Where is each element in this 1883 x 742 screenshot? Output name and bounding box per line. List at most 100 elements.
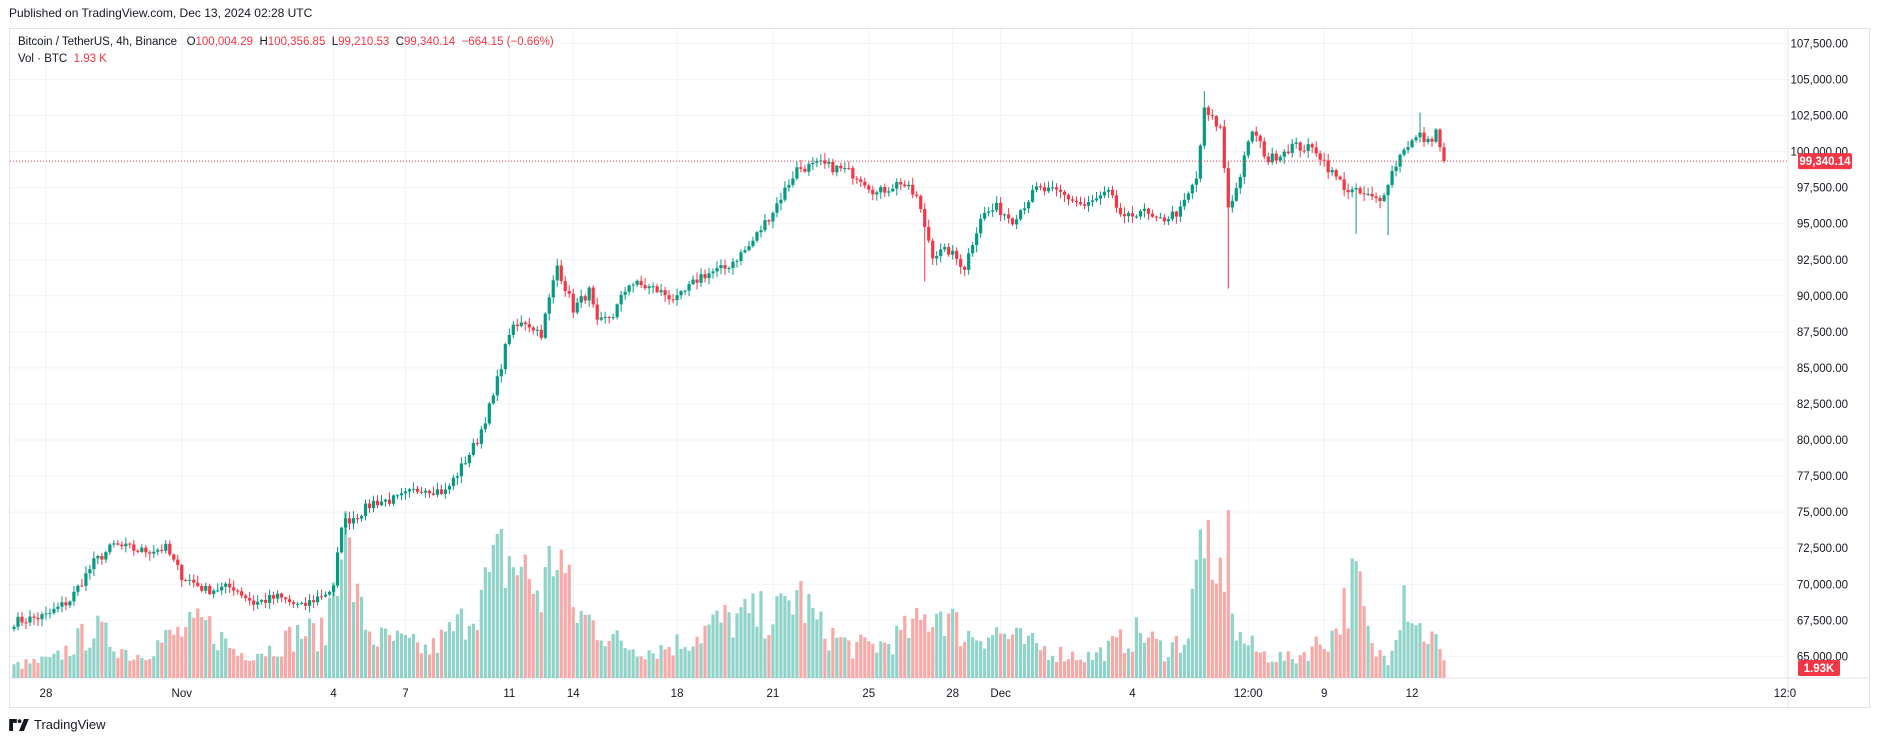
volume-bar-down <box>1310 646 1314 678</box>
volume-bar-up <box>1022 643 1027 678</box>
candle-body-up <box>1434 129 1438 142</box>
volume-bar-down <box>1074 660 1079 678</box>
candle-body-down <box>1338 176 1342 180</box>
candle-body-down <box>387 499 392 504</box>
candle-body-down <box>663 290 667 296</box>
volume-bar-down <box>1214 583 1218 678</box>
candle-body-down <box>667 295 671 300</box>
candle-body-down <box>355 518 360 520</box>
volume-bar-up <box>711 614 715 678</box>
time-tick-label: 4 <box>330 688 337 700</box>
time-tick-label: 28 <box>40 688 53 700</box>
volume-bar-down <box>1438 649 1442 678</box>
volume-bar-up <box>1434 634 1438 678</box>
candle-body-up <box>599 317 603 320</box>
candle-body-up <box>479 429 483 444</box>
volume-bar-down <box>571 607 575 678</box>
candle-body-down <box>1322 159 1326 161</box>
volume-bar-up <box>276 656 280 678</box>
volume-bar-up <box>268 645 272 678</box>
price-tick-label: 82,500.00 <box>1797 399 1848 411</box>
candle-body-down <box>723 265 727 269</box>
volume-bar-down <box>1258 652 1262 678</box>
price-tick-label: 90,000.00 <box>1797 291 1848 303</box>
volume-bar-down <box>172 634 176 678</box>
volume-bar-down <box>1130 651 1135 678</box>
volume-bar-up <box>296 624 300 678</box>
time-tick-label: Dec <box>990 688 1011 700</box>
chart-frame[interactable] <box>9 28 1870 708</box>
volume-bar-up <box>887 643 891 678</box>
volume-bar-down <box>292 651 296 678</box>
volume-bar-down <box>1318 644 1322 678</box>
candle-body-up <box>1190 184 1194 194</box>
volume-bar-up <box>807 594 811 678</box>
volume-bar-up <box>48 657 52 678</box>
volume-label[interactable]: Vol · BTC <box>18 53 68 65</box>
volume-bar-down <box>1154 638 1159 678</box>
candle-body-up <box>1022 208 1027 211</box>
candle-body-up <box>1126 213 1131 217</box>
candle-body-down <box>1130 213 1135 217</box>
volume-bar-down <box>288 626 292 678</box>
candle-body-down <box>1206 107 1210 115</box>
candle-body-up <box>875 192 879 195</box>
candle-body-up <box>551 280 555 298</box>
volume-bar-up <box>747 613 751 678</box>
volume-bar-up <box>795 590 799 678</box>
candle-body-up <box>679 291 683 296</box>
volume-bar-up <box>623 648 627 678</box>
volume-bar-down <box>1042 646 1047 678</box>
candle-body-up <box>371 500 376 509</box>
volume-bar-up <box>1098 647 1103 678</box>
candle-body-up <box>1046 187 1051 192</box>
volume-bar-up <box>1134 617 1139 678</box>
candle-body-up <box>787 184 791 188</box>
volume-bar-up <box>519 566 523 678</box>
last-price-badge <box>1798 153 1852 170</box>
volume-bar-up <box>691 646 695 678</box>
candle-body-up <box>1098 195 1103 199</box>
volume-bar-up <box>256 653 260 678</box>
volume-bar-down <box>1358 571 1362 678</box>
volume-bar-down <box>1054 662 1059 678</box>
volume-bar-down <box>1334 628 1338 678</box>
candle-body-down <box>1218 126 1222 128</box>
volume-bar-up <box>471 623 475 678</box>
volume-bar-down <box>959 646 963 678</box>
volume-bar-down <box>1150 631 1155 678</box>
volume-bar-down <box>319 617 324 678</box>
volume-bar-up <box>939 611 943 678</box>
close-label: C <box>395 36 405 48</box>
candle-body-up <box>88 569 92 574</box>
candle-body-down <box>288 599 292 603</box>
volume-bar-down <box>208 616 212 678</box>
price-tick-label: 85,000.00 <box>1797 363 1848 375</box>
candle-body-down <box>1326 160 1330 173</box>
candle-body-up <box>459 463 463 477</box>
volume-bar-up <box>495 533 499 678</box>
candle-body-up <box>451 477 455 486</box>
time-tick-label: 18 <box>671 688 684 700</box>
volume-bar-up <box>1426 643 1430 678</box>
candle-body-up <box>735 260 739 262</box>
candle-body-up <box>339 527 344 553</box>
time-tick-label: Nov <box>172 688 193 700</box>
candle-body-up <box>579 296 583 303</box>
volume-bar-up <box>707 624 711 678</box>
symbol-title[interactable]: Bitcoin / TetherUS, 4h, Binance <box>18 36 177 48</box>
volume-bar-up <box>1094 652 1099 678</box>
footer-brand[interactable]: TradingView <box>9 717 106 732</box>
candle-body-up <box>276 593 280 599</box>
volume-bar-down <box>883 642 887 678</box>
candle-body-up <box>835 165 839 173</box>
candle-body-up <box>775 203 779 213</box>
volume-bar-up <box>631 649 635 678</box>
candle-body-down <box>64 602 68 606</box>
volume-bar-up <box>112 651 116 678</box>
candle-body-up <box>212 590 216 595</box>
candle-body-up <box>1003 214 1007 216</box>
candle-body-down <box>695 279 699 283</box>
volume-bar-up <box>164 630 168 678</box>
